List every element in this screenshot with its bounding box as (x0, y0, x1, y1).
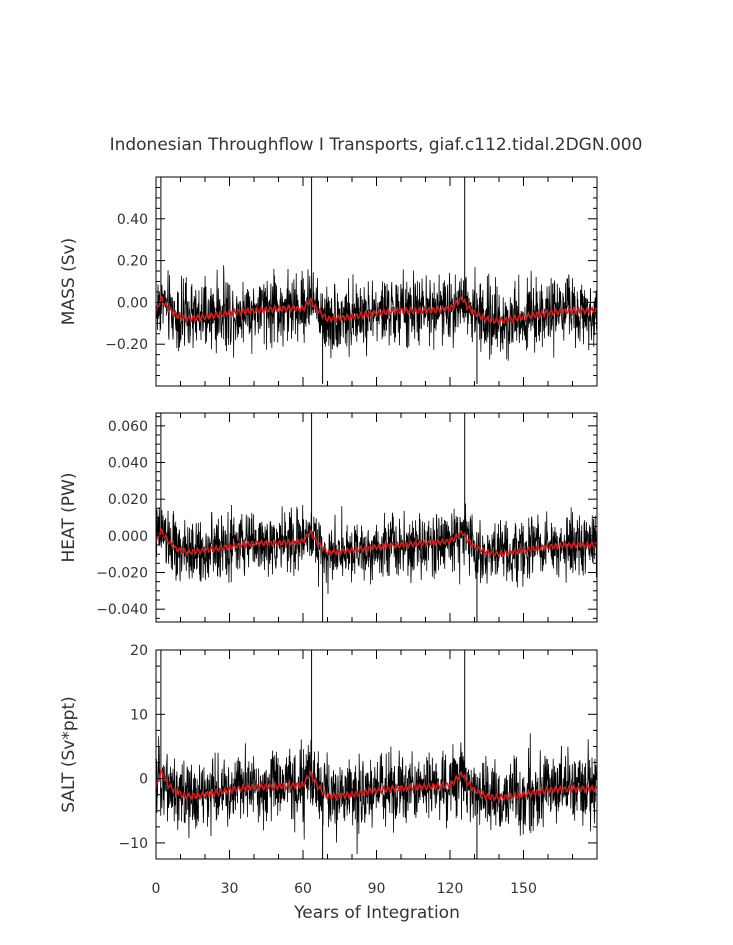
salt-raw-series (156, 733, 597, 854)
heat-ytick-label: −0.020 (96, 566, 148, 582)
mass-ytick-label: 0.40 (117, 212, 148, 228)
salt-smoothed-series (156, 768, 597, 804)
panel-salt: −10 0 10 20 SALT (Sv*ppt) (59, 643, 598, 860)
x-axis-label: Years of Integration (293, 903, 460, 923)
chart-title: Indonesian Throughflow I Transports, gia… (110, 135, 643, 155)
salt-y-axis-label: SALT (Sv*ppt) (59, 696, 79, 813)
salt-ytick-label: 10 (130, 707, 148, 723)
mass-ytick-label: 0.20 (117, 254, 148, 270)
mass-ytick-label: 0.00 (117, 295, 148, 311)
xtick-label: 0 (152, 881, 161, 897)
salt-ytick-label: 20 (130, 643, 148, 659)
panel-mass: −0.20 0.00 0.20 0.40 MASS (Sv) (59, 176, 598, 387)
mass-raw-series (156, 265, 597, 361)
salt-ytick-label: 0 (139, 772, 148, 788)
heat-ytick-label: −0.040 (96, 602, 148, 618)
heat-ytick-label: 0.000 (108, 529, 148, 545)
panels: −0.20 0.00 0.20 0.40 MASS (Sv) −0.040 −0.020 0.… (59, 176, 598, 860)
heat-frame (155, 412, 598, 623)
xtick-label: 150 (510, 881, 537, 897)
xtick-label: 30 (221, 881, 239, 897)
xtick-label: 60 (294, 881, 312, 897)
panel-heat: −0.040 −0.020 0.000 0.020 0.040 0.060 HEAT (PW… (59, 412, 598, 623)
mass-smoothed-series (156, 295, 597, 327)
heat-smoothed-series (156, 527, 597, 560)
salt-ytick-label: −10 (118, 836, 148, 852)
x-tick-labels: 0 30 60 90 120 150 (152, 881, 537, 897)
heat-y-axis-label: HEAT (PW) (59, 473, 79, 563)
xtick-label: 90 (368, 881, 386, 897)
heat-ytick-label: 0.060 (108, 419, 148, 435)
mass-ytick-label: −0.20 (105, 337, 148, 353)
mass-y-axis-label: MASS (Sv) (59, 238, 79, 325)
heat-ytick-label: 0.020 (108, 492, 148, 508)
xtick-label: 120 (437, 881, 464, 897)
heat-ytick-label: 0.040 (108, 456, 148, 472)
